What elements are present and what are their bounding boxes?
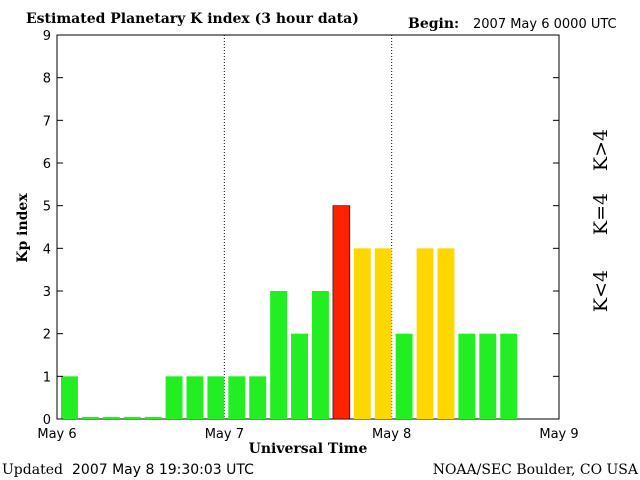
y-tick-label: 0 xyxy=(43,413,51,428)
kp-bar xyxy=(500,333,518,419)
x-tick-label: May 6 xyxy=(37,427,76,442)
kp-bar xyxy=(479,333,497,419)
kp-bar xyxy=(207,376,225,419)
y-tick-label: 9 xyxy=(43,29,51,44)
kp-bar xyxy=(291,333,308,419)
x-tick-label: May 9 xyxy=(539,427,578,442)
kp-bar xyxy=(458,333,476,419)
kp-bar xyxy=(437,248,455,419)
kp-bar xyxy=(144,416,162,419)
y-ticks: 0 1 2 3 4 5 6 7 8 9 xyxy=(43,29,559,428)
y-tick-label: 2 xyxy=(43,328,51,343)
kp-bar xyxy=(416,248,434,419)
legend-low: K<4 xyxy=(590,270,612,312)
x-axis-label: Universal Time xyxy=(249,441,368,457)
begin-label: Begin: xyxy=(408,16,459,32)
kp-bar xyxy=(312,291,329,419)
day-dividers xyxy=(223,35,393,419)
kp-bar xyxy=(186,376,204,419)
begin-value: 2007 May 6 0000 UTC xyxy=(473,17,617,32)
y-tick-label: 5 xyxy=(43,200,51,215)
kp-bar xyxy=(228,376,246,419)
y-tick-label: 7 xyxy=(43,114,51,129)
legend-mid: K=4 xyxy=(590,193,612,235)
chart-title: Estimated Planetary K index (3 hour data… xyxy=(26,11,359,27)
kp-bar xyxy=(102,416,120,419)
kp-bar xyxy=(374,248,392,419)
y-axis-label: Kp index xyxy=(15,193,31,263)
x-tick-label: May 7 xyxy=(205,427,244,442)
y-tick-label: 4 xyxy=(43,242,51,257)
x-tick-label: May 8 xyxy=(372,427,411,442)
kp-bar xyxy=(353,248,371,419)
x-ticks: May 6 May 7 May 8 May 9 xyxy=(37,427,578,442)
y-tick-label: 6 xyxy=(43,157,51,172)
y-tick-label: 1 xyxy=(43,370,51,385)
kp-bar xyxy=(81,416,99,419)
bars-group xyxy=(61,205,518,420)
kp-bar xyxy=(395,333,413,419)
kp-bar xyxy=(249,376,267,419)
legend-high: K>4 xyxy=(590,129,612,171)
y-tick-label: 8 xyxy=(43,72,51,87)
updated-value: 2007 May 8 19:30:03 UTC xyxy=(72,462,254,478)
source-credit: NOAA/SEC Boulder, CO USA xyxy=(433,462,639,478)
kp-bar xyxy=(270,291,288,419)
kp-bar xyxy=(123,416,141,419)
kp-bar xyxy=(61,376,78,419)
y-tick-label: 3 xyxy=(43,285,51,300)
kp-bar xyxy=(332,205,351,420)
kp-bar xyxy=(165,376,183,419)
updated-label: Updated xyxy=(2,462,63,478)
